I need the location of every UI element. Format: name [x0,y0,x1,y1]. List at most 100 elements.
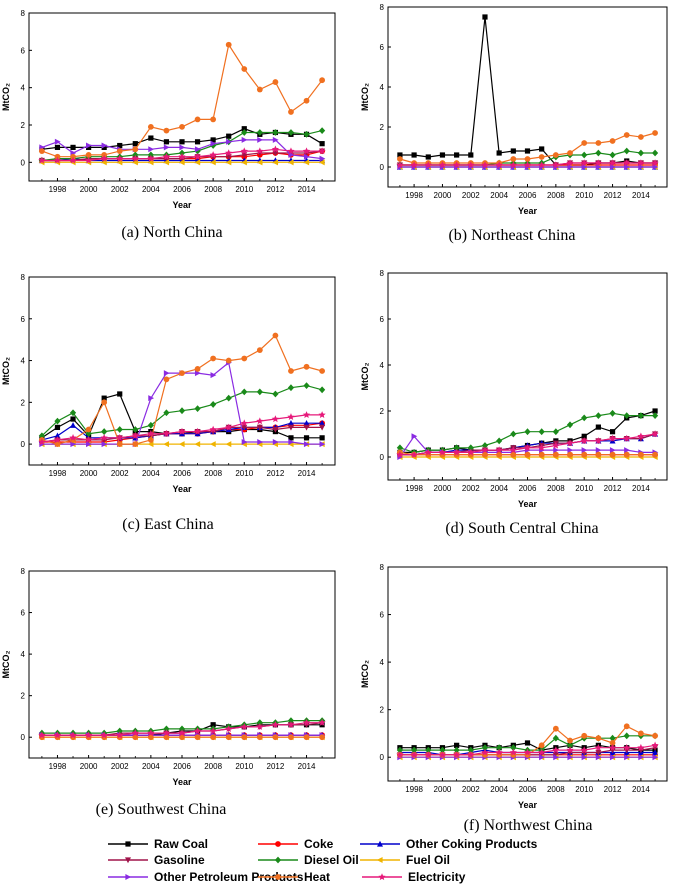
data-point-raw-coal [468,152,474,158]
legend-item-heat: Heat [258,870,330,884]
data-point-heat [510,451,517,458]
data-point-electricity [651,159,659,167]
data-point-electricity [287,413,295,421]
data-point-heat [256,347,263,354]
data-point-heat [552,152,559,158]
series-electricity [38,145,326,164]
data-point-other-petroleum-products [609,447,616,454]
data-point-electricity [637,743,645,751]
data-point-other-coking-products [319,420,326,426]
legend-item-diesel-oil: Diesel Oil [258,853,359,867]
data-point-other-petroleum-products [210,140,217,147]
data-point-raw-coal [54,424,61,430]
data-point-electricity [396,161,404,169]
data-point-raw-coal [524,148,531,154]
y-tick-label: 0 [380,453,385,462]
data-point-raw-coal [226,133,232,139]
data-point-heat [116,441,123,448]
data-point-electricity [178,729,186,737]
data-point-electricity [608,159,617,167]
data-point-heat [581,451,588,458]
x-tick-label: 1998 [49,762,67,771]
data-point-other-petroleum-products [567,754,574,761]
data-point-heat [225,734,232,741]
data-point-gasoline [319,424,326,431]
data-point-fuel-oil [209,441,216,448]
data-point-raw-coal [581,433,587,439]
data-point-diesel-oil [256,719,263,727]
data-point-diesel-oil [496,744,503,752]
data-point-electricity [69,156,77,164]
data-point-electricity [100,154,108,162]
data-point-diesel-oil [287,717,295,724]
data-point-electricity [116,434,124,441]
data-point-raw-coal [439,152,446,158]
x-tick-label: 1998 [405,191,423,200]
y-tick-label: 2 [380,123,385,132]
data-point-other-petroleum-products [257,439,264,446]
data-point-diesel-oil [538,428,545,436]
data-point-other-petroleum-products [609,164,616,170]
data-point-other-petroleum-products [257,136,264,143]
data-point-heat [319,77,326,84]
data-point-diesel-oil [272,390,279,398]
data-point-electricity [147,429,155,437]
x-axis-title: Year [518,800,538,810]
data-point-heat [609,451,616,458]
data-point-raw-coal [70,144,76,150]
data-point-other-petroleum-products [652,164,659,170]
data-point-electricity [209,727,217,735]
x-tick-label: 2004 [142,185,160,194]
data-point-raw-coal [54,144,61,150]
data-point-electricity [566,746,574,754]
data-point-heat [623,723,630,730]
series-heat [38,332,326,448]
data-point-other-petroleum-products [319,155,326,162]
data-point-electricity [594,437,602,444]
panel-caption: (c) East China [122,516,214,533]
data-point-other-petroleum-products [652,754,659,761]
x-tick-label: 2002 [462,484,480,493]
x-tick-label: 2012 [604,484,622,493]
data-point-electricity [523,161,532,169]
x-tick-label: 2004 [142,469,160,478]
y-tick-label: 4 [380,361,385,370]
data-point-electricity [608,743,617,751]
data-point-gasoline [272,426,279,433]
data-point-electricity [256,417,264,425]
x-tick-label: 2000 [434,484,452,493]
data-point-heat [132,441,139,448]
y-tick-label: 0 [21,733,26,742]
data-point-raw-coal [454,152,460,158]
legend-item-fuel-oil: Fuel Oil [360,853,450,867]
y-axis-title: MtCO₂ [360,83,370,111]
data-point-electricity [147,154,155,162]
data-point-fuel-oil [178,441,185,448]
y-tick-label: 2 [21,121,26,130]
y-tick-label: 6 [380,611,385,620]
data-point-electricity [318,147,326,155]
x-tick-label: 2004 [490,484,508,493]
data-point-electricity [69,731,77,739]
data-point-gasoline [287,424,294,431]
x-axis-title: Year [172,200,192,210]
data-point-raw-coal [595,424,601,430]
data-point-heat [194,366,201,372]
data-point-heat [210,355,217,362]
panel-caption: (e) Southwest China [96,801,227,818]
data-point-raw-coal [117,142,123,149]
data-point-heat [652,130,658,136]
chart-panel-4: 0 2 4 6 8 1998 2000 2002 2004 2006 2008 2010 2012 201… [360,269,668,537]
data-point-heat [567,737,573,744]
data-point-heat [163,376,170,383]
legend-marker-gasoline [125,857,131,864]
data-point-gasoline [595,749,602,756]
data-point-heat [163,734,170,741]
data-point-heat [272,734,279,741]
y-tick-label: 2 [21,692,26,701]
data-point-diesel-oil [481,744,489,752]
legend-marker-electricity [378,873,386,881]
data-point-diesel-oil [552,428,559,436]
legend-marker-coke [275,841,281,847]
